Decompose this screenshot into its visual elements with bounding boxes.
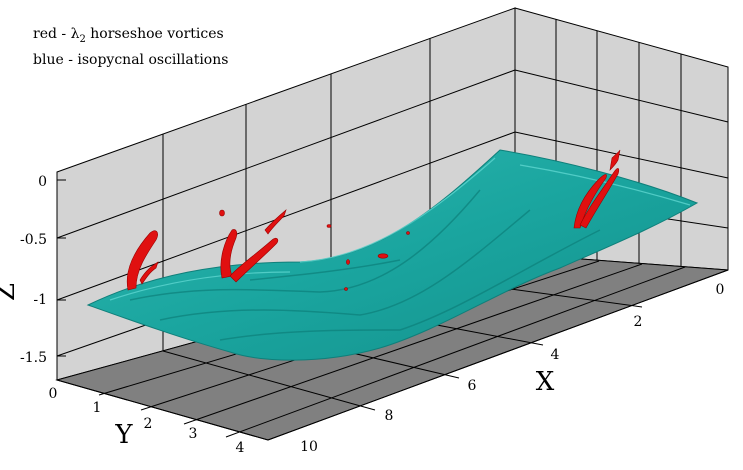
- z-axis-title: Z: [0, 283, 21, 301]
- y-tick-label: 4: [236, 440, 245, 456]
- z-tick-label: -1.5: [20, 350, 47, 366]
- y-axis-title: Y: [114, 420, 133, 450]
- x-tick-label: 8: [385, 408, 394, 424]
- z-tick-label: -1: [33, 292, 47, 308]
- vortex-right: [573, 174, 607, 229]
- legend-blue-line: blue - isopycnal oscillations: [33, 51, 229, 68]
- x-tick-label: 10: [300, 439, 318, 455]
- lambda-symbol: λ: [70, 26, 80, 42]
- surface-shading: [129, 189, 601, 341]
- x-tick-label: 6: [468, 378, 477, 394]
- y-axis: 0 1 2 3 4 Y: [49, 379, 269, 456]
- z-tick-label: -0.5: [20, 232, 47, 248]
- legend-red-text: horseshoe vortices: [85, 26, 224, 42]
- legend: red - λ2 horseshoe vortices blue - isopy…: [33, 24, 228, 70]
- legend-red-line: red - λ2 horseshoe vortices: [33, 24, 228, 50]
- vortex-structures: [126, 149, 621, 291]
- x-tick-label: 0: [716, 282, 725, 298]
- z-axis: 0 -0.5 -1 -1.5 Z: [0, 172, 66, 380]
- vortex-middle: [220, 229, 238, 279]
- y-tick-label: 0: [49, 386, 58, 402]
- x-tick-label: 4: [551, 347, 560, 363]
- z-tick-label: 0: [38, 174, 47, 190]
- x-tick-label: 2: [634, 314, 643, 330]
- y-tick-label: 1: [93, 400, 102, 416]
- vortex-left: [126, 230, 158, 291]
- y-tick-label: 3: [189, 426, 198, 442]
- x-axis-title: X: [536, 367, 555, 397]
- x-axis: 0 2 4 6 8 10 X: [267, 269, 729, 455]
- y-tick-label: 2: [144, 416, 153, 432]
- legend-red-prefix: red -: [33, 26, 71, 42]
- lambda-subscript: 2: [79, 33, 86, 45]
